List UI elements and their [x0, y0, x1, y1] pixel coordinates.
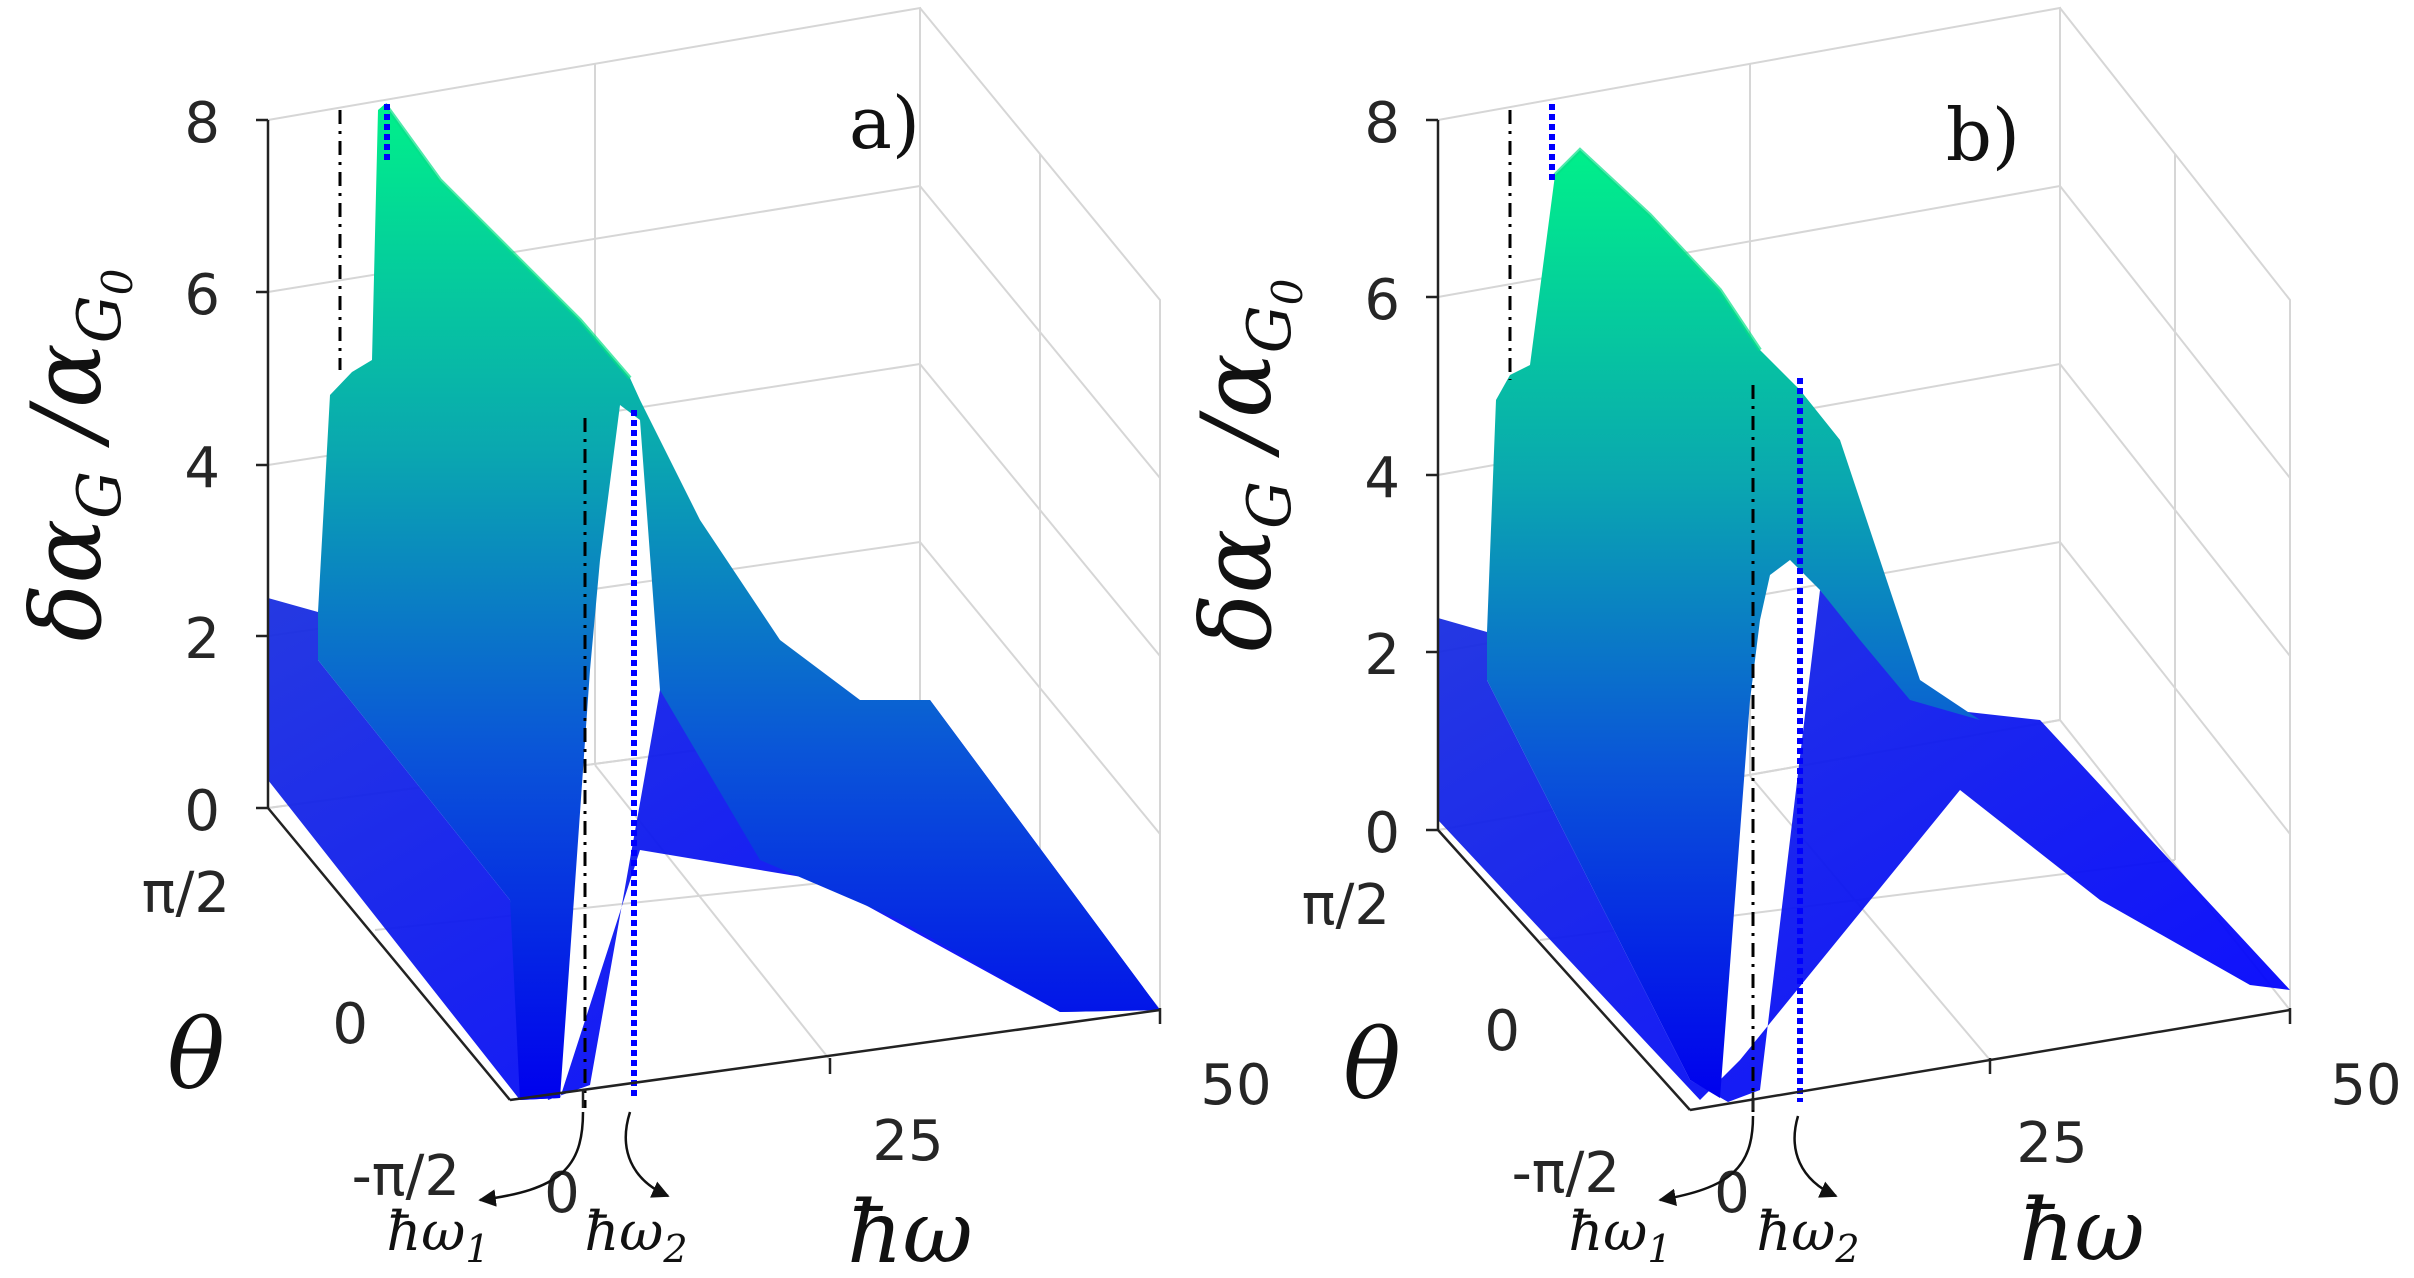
panel-b-theta-tick-top: π/2	[1302, 873, 1390, 938]
panel-a-z-tick-0: 0	[184, 779, 220, 844]
panel-b-z-tick-4: 4	[1364, 446, 1400, 511]
panel-b-ridge	[1553, 147, 1762, 352]
panel-a-theta-tick-bot: -π/2	[352, 1144, 460, 1209]
panel-b: 8 6 4 2 0 π/2 0 -π/2 0 25 50 δαG /αG0 θ …	[1181, 6, 2402, 1278]
panel-a-arrow-omega1	[478, 1111, 585, 1207]
panel-b-z-tick-0: 0	[1364, 801, 1400, 866]
panel-b-z-tick-8: 8	[1364, 91, 1400, 156]
panel-a-omega-label: ħω	[847, 1183, 973, 1278]
panel-b-theta-label: θ	[1343, 1009, 1401, 1121]
panel-a-z-tick-4: 4	[184, 436, 220, 501]
panel-a-surface	[318, 104, 1160, 1100]
panel-b-zlabel: δαG /αG0	[1181, 279, 1312, 652]
panel-b-omega-tick-0: 0	[1714, 1161, 1750, 1226]
panel-a-ridge	[383, 102, 632, 380]
panel-b-theta-tick-mid: 0	[1484, 999, 1520, 1064]
panel-b-label: b)	[1946, 93, 2020, 177]
panel-a-z-ticks-marks	[256, 118, 268, 810]
panel-b-z-tick-6: 6	[1364, 268, 1400, 333]
panel-b-z-tick-2: 2	[1364, 623, 1400, 688]
panel-a-arrow-omega2	[624, 1111, 670, 1198]
panel-b-z-ticks-marks	[1426, 118, 1438, 832]
panel-a-theta-axis	[267, 807, 511, 1101]
panel-a-omega-tick-0: 0	[544, 1161, 580, 1226]
panel-a-theta-label: θ	[167, 999, 225, 1111]
panel-a-label: a)	[849, 81, 920, 165]
panel-a: 8 6 4 2 0 π/2 0 -π/2 0 25 50 δαG /αG0 θ …	[11, 6, 1272, 1278]
panel-a-omega-tick-25: 25	[872, 1109, 943, 1174]
panel-a-omega2-label: ħω2	[585, 1200, 688, 1271]
panel-a-z-tick-8: 8	[184, 91, 220, 156]
panel-a-theta-tick-mid: 0	[332, 992, 368, 1057]
panel-b-arrow-omega1	[1658, 1115, 1755, 1206]
panel-a-z-tick-6: 6	[184, 263, 220, 328]
panel-b-arrow-omega2	[1793, 1115, 1838, 1198]
panel-a-zlabel: δαG /αG0	[11, 269, 142, 642]
panel-a-omega-axis	[509, 1008, 1161, 1102]
panel-a-theta-tick-top: π/2	[142, 861, 230, 926]
panel-b-omega-tick-50: 50	[2330, 1053, 2401, 1118]
panel-b-omega1-label: ħω1	[1569, 1200, 1672, 1271]
panel-b-theta-tick-bot: -π/2	[1512, 1141, 1620, 1206]
panel-b-omega-label: ħω	[2019, 1181, 2145, 1278]
panel-b-floor-slab	[1438, 590, 2290, 1102]
panel-a-omega1-label: ħω1	[387, 1200, 490, 1271]
panel-a-omega-tick-50: 50	[1200, 1053, 1271, 1118]
panel-b-surface	[1487, 150, 1980, 1098]
panel-b-omega2-label: ħω2	[1757, 1200, 1860, 1271]
panel-b-theta-axis	[1437, 829, 1691, 1111]
panel-a-z-tick-2: 2	[184, 607, 220, 672]
panel-b-omega-tick-25: 25	[2016, 1111, 2087, 1176]
